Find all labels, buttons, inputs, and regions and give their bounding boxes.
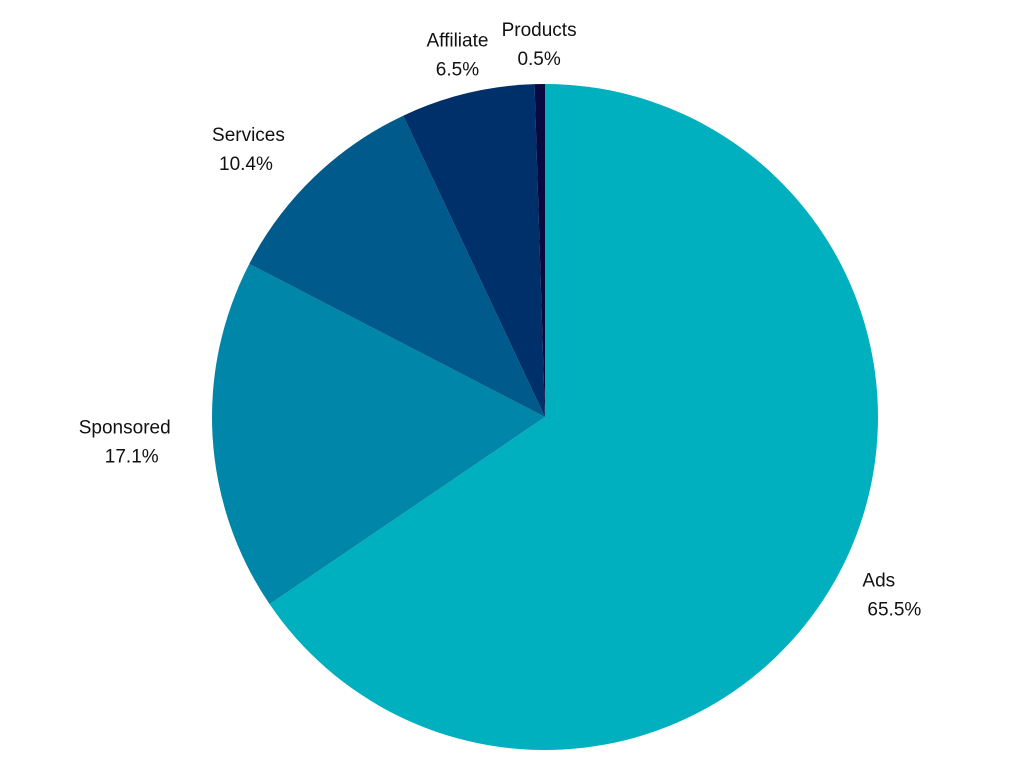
slice-value-label: 17.1% — [105, 446, 159, 467]
slice-value-label: 6.5% — [436, 59, 479, 80]
pie-slice-products — [534, 84, 545, 417]
slice-value-label: 65.5% — [867, 599, 921, 620]
pie-slice-ads — [269, 84, 879, 750]
slice-label: Services — [212, 125, 285, 146]
pie-slice-services — [249, 115, 546, 417]
slice-label: Affiliate — [426, 30, 488, 51]
slice-value-label: 0.5% — [517, 49, 560, 70]
slice-label: Ads — [862, 570, 895, 591]
slice-value-label: 10.4% — [219, 154, 273, 175]
slice-label: Products — [502, 20, 577, 41]
pie-slice-affiliate — [403, 84, 545, 418]
slice-label: Sponsored — [79, 417, 171, 438]
pie-slice-sponsored — [212, 263, 546, 605]
